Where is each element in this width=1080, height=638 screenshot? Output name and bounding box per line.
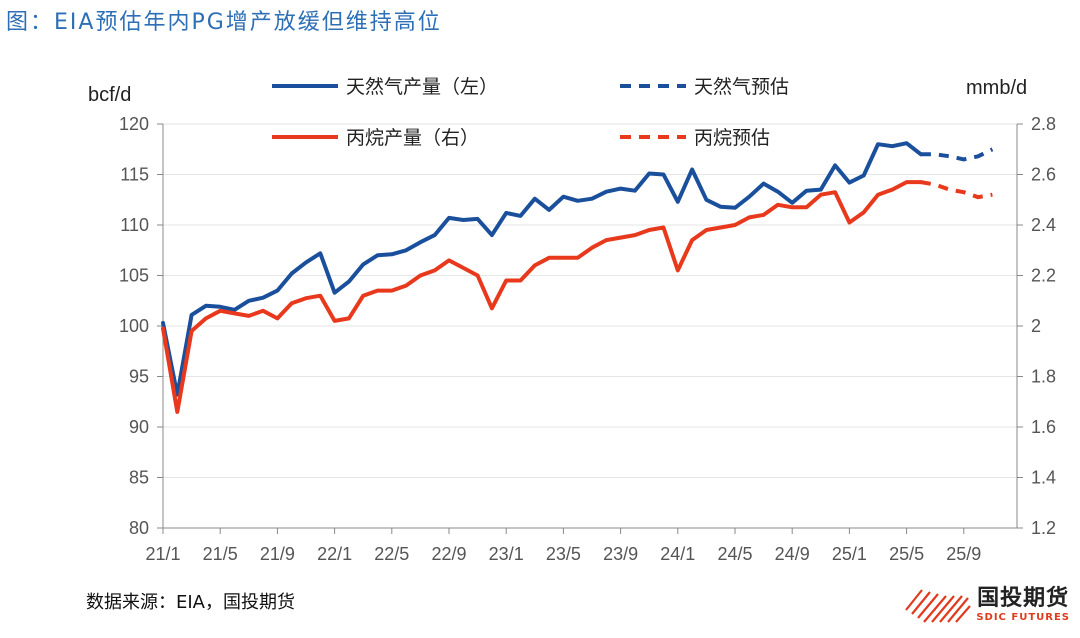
series-line-0: [161, 141, 923, 397]
left-tick-label: 90: [129, 417, 149, 437]
x-tick-label: 23/5: [546, 544, 581, 564]
left-axis-ticks: 80 85 90 95 100 105 110 115 120: [119, 114, 163, 538]
right-tick-label: 1.4: [1031, 468, 1056, 488]
left-tick-label: 85: [129, 468, 149, 488]
x-tick-label: 24/1: [660, 544, 695, 564]
left-tick-label: 115: [120, 165, 149, 185]
left-axis-unit: bcf/d: [88, 84, 131, 106]
legend-label: 天然气产量（左）: [346, 76, 498, 98]
figure-title: 图：EIA预估年内PG增产放缓但维持高位: [6, 10, 442, 35]
x-tick-label: 21/9: [260, 544, 295, 564]
series-line-2: [161, 180, 923, 414]
right-tick-label: 2.4: [1031, 215, 1056, 235]
right-axis-ticks: 1.2 1.4 1.6 1.8 2 2.2 2.4 2.6 2.8: [1017, 114, 1056, 538]
x-tick-label: 22/9: [431, 544, 466, 564]
legend-label: 天然气预估: [694, 76, 789, 98]
x-tick-label: 24/5: [717, 544, 752, 564]
right-tick-label: 2: [1031, 316, 1041, 336]
left-tick-label: 110: [120, 215, 149, 235]
right-tick-label: 1.6: [1031, 417, 1056, 437]
right-tick-label: 1.2: [1031, 518, 1056, 538]
brand-name-en: SDIC FUTURES: [976, 611, 1070, 623]
gridlines: [163, 123, 1017, 529]
left-tick-label: 105: [119, 266, 149, 286]
x-tick-label: 21/5: [203, 544, 238, 564]
series-line-1: [920, 147, 994, 162]
x-tick-label: 25/1: [832, 544, 867, 564]
brand-mark-icon: [905, 589, 972, 623]
x-tick-label: 25/9: [946, 544, 981, 564]
left-tick-label: 95: [129, 367, 149, 387]
right-tick-label: 2.6: [1031, 165, 1056, 185]
series-line-3: [920, 180, 993, 200]
right-axis-unit: mmb/d: [966, 77, 1027, 99]
legend-label: 丙烷预估: [694, 127, 770, 149]
left-tick-label: 120: [119, 114, 149, 134]
right-tick-label: 2.2: [1031, 266, 1056, 286]
x-tick-label: 23/9: [603, 544, 638, 564]
x-tick-label: 23/1: [489, 544, 524, 564]
x-tick-label: 22/5: [374, 544, 409, 564]
left-tick-label: 80: [129, 518, 149, 538]
x-axis-ticks: 21/1 21/5 21/9 22/1 22/5 22/9 23/1 23/5 23/9 24/1…: [145, 528, 981, 564]
brand-logo: 国投期货 SDIC FUTURES: [904, 584, 1070, 624]
series-lines: [161, 141, 994, 414]
data-source-note: 数据来源：EIA，国投期货: [86, 592, 295, 613]
x-tick-label: 21/1: [145, 544, 180, 564]
brand-name: 国投期货: [977, 585, 1070, 611]
right-tick-label: 2.8: [1031, 114, 1056, 134]
x-tick-label: 22/1: [317, 544, 352, 564]
x-tick-label: 24/9: [775, 544, 810, 564]
legend-label: 丙烷产量（右）: [346, 127, 479, 149]
right-tick-label: 1.8: [1031, 367, 1056, 387]
x-tick-label: 25/5: [889, 544, 924, 564]
left-tick-label: 100: [119, 316, 149, 336]
